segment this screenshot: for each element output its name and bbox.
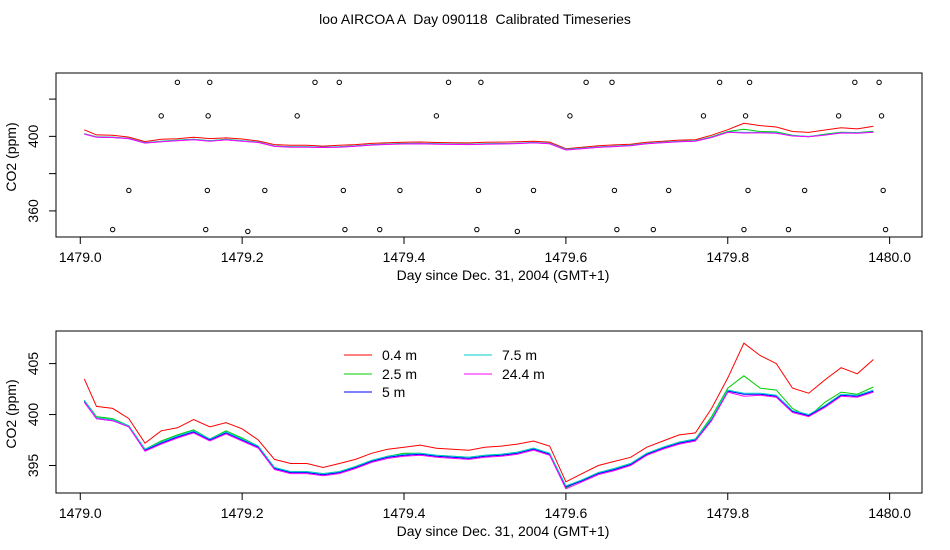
x-tick-label: 1479.8 <box>706 249 749 265</box>
data-point <box>665 187 672 194</box>
data-point <box>377 226 383 233</box>
x-tick-label: 1480.0 <box>868 249 911 265</box>
x-tick-label: 1479.2 <box>221 249 264 265</box>
series-line-2-5-m <box>83 375 874 489</box>
y-tick-label: 400 <box>25 403 41 427</box>
data-point <box>340 187 347 194</box>
x-axis-label: Day since Dec. 31, 2004 (GMT+1) <box>397 523 610 539</box>
plot-frame <box>55 72 923 238</box>
data-point <box>880 187 886 194</box>
data-point <box>174 79 181 86</box>
y-tick-label: 400 <box>25 124 41 148</box>
data-point <box>445 79 452 86</box>
data-point <box>245 228 251 235</box>
x-tick-label: 1479.2 <box>221 505 264 521</box>
x-tick-label: 1479.0 <box>59 505 102 521</box>
series-line-24-4-m <box>83 391 874 490</box>
legend-label: 2.5 m <box>382 366 417 382</box>
data-point <box>745 187 751 194</box>
legend-label: 5 m <box>382 384 405 400</box>
data-point <box>882 226 889 233</box>
data-point <box>835 113 842 119</box>
data-point <box>207 79 213 86</box>
top-panel: 1479.0 1479.2 1479.4 1479.6 1479.8 1480.0 360 4… <box>3 72 923 283</box>
data-point <box>716 79 723 86</box>
data-point <box>583 79 589 86</box>
data-point <box>614 226 620 233</box>
legend: 0.4 m 2.5 m 5 m 7.5 m 24.4 m <box>344 347 545 400</box>
series-line-7-5-m <box>83 389 874 487</box>
data-point <box>567 113 573 119</box>
y-axis-label: CO2 (ppm) <box>3 122 19 191</box>
data-point <box>742 113 749 119</box>
data-point <box>611 187 618 194</box>
y-tick-label: 405 <box>25 352 41 376</box>
data-point <box>801 187 808 194</box>
data-point <box>478 79 484 86</box>
data-point <box>433 113 440 119</box>
x-tick-label: 1479.0 <box>59 249 102 265</box>
series-group <box>83 342 874 490</box>
x-tick-label: 1479.8 <box>706 505 749 521</box>
x-tick-label: 1480.0 <box>868 505 911 521</box>
data-point <box>530 187 537 194</box>
series-line-0-4-m <box>84 122 874 150</box>
legend-label: 7.5 m <box>502 347 537 363</box>
data-point <box>203 226 209 233</box>
data-point <box>475 187 482 194</box>
data-point <box>700 113 707 119</box>
x-tick-label: 1479.6 <box>544 505 587 521</box>
data-point <box>342 226 348 233</box>
data-point <box>109 226 116 233</box>
legend-label: 24.4 m <box>502 366 545 382</box>
series-line-5-m <box>83 390 874 488</box>
data-point <box>126 187 132 194</box>
data-point <box>746 79 753 86</box>
data-point <box>205 113 211 119</box>
data-point <box>514 228 521 235</box>
legend-label: 0.4 m <box>382 347 417 363</box>
bottom-panel: 1479.0 1479.2 1479.4 1479.6 1479.8 1480.0 395 4… <box>3 330 923 539</box>
series-group <box>84 122 874 151</box>
x-axis-label: Day since Dec. 31, 2004 (GMT+1) <box>397 267 610 283</box>
data-point <box>876 79 882 86</box>
y-tick-label: 395 <box>25 454 41 478</box>
chart-title: loo AIRCOA A Day 090118 Calibrated Times… <box>319 11 631 27</box>
data-point <box>262 187 268 194</box>
data-point <box>204 187 211 194</box>
data-point <box>741 226 747 233</box>
series-line-24-4-m <box>84 131 874 151</box>
data-point <box>294 113 300 119</box>
plot-frame <box>55 330 923 494</box>
data-point <box>336 79 342 86</box>
x-tick-label: 1479.4 <box>383 249 426 265</box>
data-point <box>650 226 656 233</box>
y-axis-label: CO2 (ppm) <box>3 379 19 448</box>
data-point <box>397 187 403 194</box>
data-point <box>852 79 858 86</box>
data-point <box>474 226 480 233</box>
series-line-0-4-m <box>83 342 874 483</box>
data-point <box>785 226 792 233</box>
data-point <box>878 113 885 119</box>
x-tick-label: 1479.6 <box>544 249 587 265</box>
x-tick-label: 1479.4 <box>383 505 426 521</box>
data-point <box>312 79 318 86</box>
data-point <box>158 113 164 119</box>
data-point <box>609 79 615 86</box>
y-tick-label: 360 <box>25 199 41 223</box>
